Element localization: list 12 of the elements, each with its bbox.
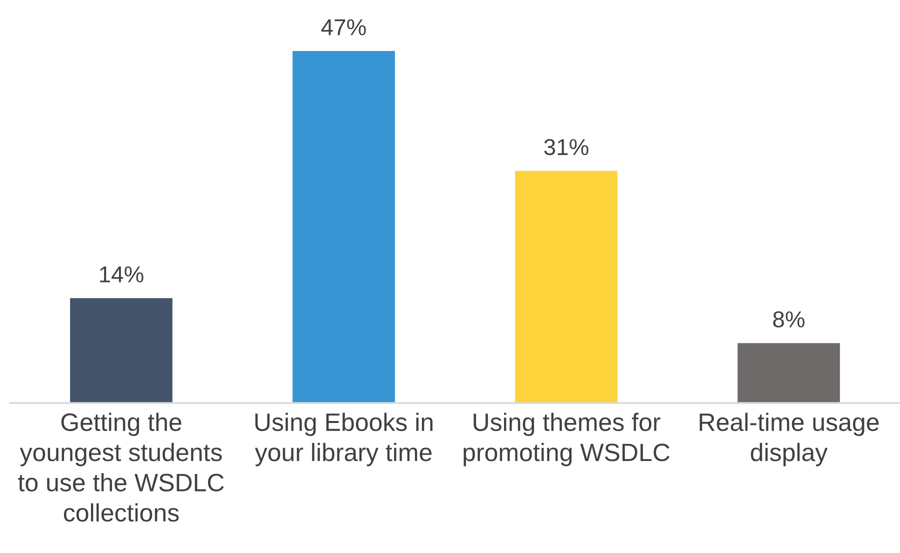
bar [70,298,172,403]
x-tick-label: Using Ebooks in your library time [254,412,432,466]
bar [292,51,395,403]
bar [515,170,618,403]
x-tick-label: Getting the youngest students to use the WSDLC collections [18,412,224,522]
bar [738,343,840,403]
data-label: 8% [773,311,804,328]
x-tick-label: Real-time usage display [700,412,879,466]
data-label: 47% [321,19,366,36]
data-label: 14% [100,266,144,282]
x-tick-label: Using themes for promoting WSDLC [464,412,670,466]
data-label: 31% [544,138,588,156]
